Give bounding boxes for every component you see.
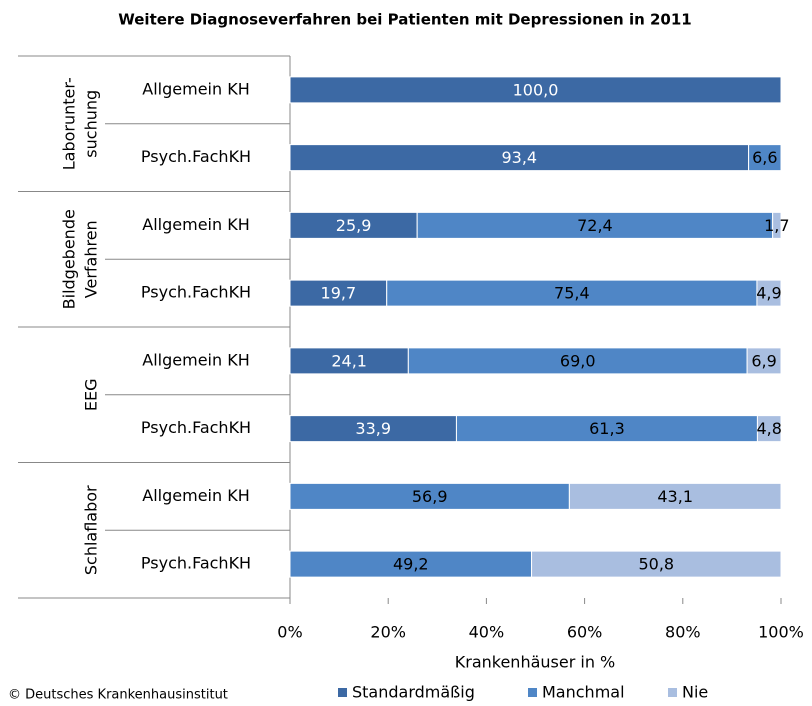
bar-segment [746, 347, 782, 375]
legend-swatch [668, 688, 677, 697]
legend-swatch [338, 688, 347, 697]
data-label: 49,2 [393, 555, 429, 574]
bar-segment [289, 76, 782, 104]
x-tick-label: 60% [567, 623, 603, 642]
y-tick-label: Allgemein KH [142, 79, 249, 98]
data-label: 19,7 [321, 284, 357, 303]
group-label: suchung [82, 90, 101, 158]
data-label: 61,3 [589, 419, 625, 438]
data-label: 33,9 [355, 419, 391, 438]
data-label: 43,1 [657, 487, 693, 506]
bar-segment [386, 279, 758, 307]
legend-label: Nie [682, 683, 708, 702]
bar-segment [289, 347, 409, 375]
legend-label: Manchmal [542, 683, 625, 702]
legend-swatch [528, 688, 537, 697]
bar-segment [289, 279, 388, 307]
bar-segment [756, 279, 782, 307]
data-label: 93,4 [501, 148, 537, 167]
y-tick-label: Allgemein KH [142, 215, 249, 234]
x-axis-label: Krankenhäuser in % [455, 653, 616, 672]
group-label: Laborunter- [60, 77, 79, 170]
source: © Deutsches Krankenhausinstitut [8, 688, 228, 703]
x-tick-label: 40% [469, 623, 505, 642]
chart-title: Weitere Diagnoseverfahren bei Patienten … [118, 11, 692, 29]
y-tick-label: Psych.FachKH [141, 418, 251, 437]
x-tick-label: 20% [370, 623, 406, 642]
y-tick-label: Psych.FachKH [141, 147, 251, 166]
y-tick-label: Psych.FachKH [141, 554, 251, 573]
data-label: 4,9 [756, 284, 781, 303]
group-label: Schlaflabor [82, 485, 101, 575]
data-label: 6,9 [751, 351, 776, 370]
bar-segment [772, 211, 782, 239]
group-label: Verfahren [82, 220, 101, 298]
bar-segment [756, 415, 782, 443]
y-tick-label: Allgemein KH [142, 486, 249, 505]
x-tick-label: 100% [758, 623, 804, 642]
data-label: 69,0 [560, 351, 596, 370]
y-tick-label: Psych.FachKH [141, 283, 251, 302]
legend-label: Standardmäßig [352, 683, 475, 702]
bar-segment [289, 482, 570, 510]
data-label: 25,9 [336, 216, 372, 235]
data-label: 72,4 [577, 216, 613, 235]
group-label: Bildgebende [60, 209, 79, 309]
data-label: 56,9 [412, 487, 448, 506]
data-label: 1,7 [764, 216, 789, 235]
bar-segment [568, 482, 782, 510]
x-tick-label: 0% [277, 623, 302, 642]
bar-segment [531, 550, 782, 578]
bar-segment [748, 144, 782, 172]
data-label: 4,8 [756, 419, 781, 438]
bar-segment [416, 211, 774, 239]
bar-segment [289, 550, 533, 578]
data-label: 75,4 [554, 284, 590, 303]
data-label: 50,8 [638, 555, 674, 574]
bar-segment [455, 415, 758, 443]
y-tick-label: Allgemein KH [142, 350, 249, 369]
data-label: 24,1 [331, 351, 367, 370]
bar-segment [289, 144, 750, 172]
data-label: 100,0 [513, 80, 559, 99]
x-tick-label: 80% [665, 623, 701, 642]
group-label: EEG [82, 378, 101, 411]
data-label: 6,6 [752, 148, 777, 167]
